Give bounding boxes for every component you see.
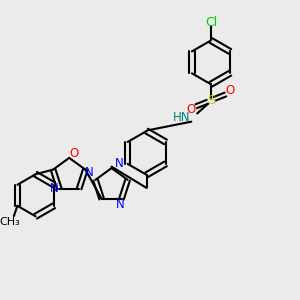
Text: Cl: Cl: [205, 16, 217, 28]
Text: N: N: [116, 197, 124, 211]
Text: O: O: [226, 84, 235, 97]
Text: O: O: [187, 103, 196, 116]
Text: HN: HN: [173, 111, 190, 124]
Text: N: N: [85, 166, 94, 179]
Text: O: O: [69, 147, 78, 160]
Text: N: N: [50, 182, 58, 195]
Text: N: N: [115, 157, 123, 170]
Text: CH₃: CH₃: [0, 218, 20, 227]
Text: S: S: [207, 94, 215, 107]
